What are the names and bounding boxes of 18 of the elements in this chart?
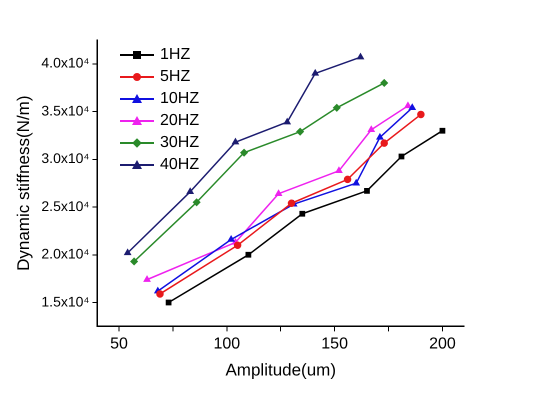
legend-label: 30HZ — [160, 134, 200, 152]
y-tick-label: 1.5x10⁴ — [41, 293, 90, 310]
y-tick-label: 4.0x10⁴ — [41, 54, 90, 71]
y-tick-label: 3.5x10⁴ — [41, 102, 90, 118]
x-tick-label: 200 — [429, 335, 456, 352]
legend-label: 40HZ — [160, 156, 200, 174]
x-axis-title: Amplitude(um) — [225, 360, 336, 380]
legend-label: 20HZ — [160, 112, 200, 130]
x-tick-label: 100 — [213, 335, 240, 352]
y-axis-title: Dynamic stiffness(N/m) — [14, 96, 33, 271]
legend-label: 5HZ — [160, 68, 190, 86]
y-tick-label: 2.5x10⁴ — [41, 198, 90, 214]
legend-label: 10HZ — [160, 90, 200, 108]
legend-label: 1HZ — [160, 46, 190, 64]
x-tick-label: 50 — [110, 335, 128, 352]
y-tick-label: 2.0x10⁴ — [41, 246, 90, 262]
y-tick-label: 3.0x10⁴ — [41, 150, 90, 166]
x-tick-label: 150 — [321, 335, 348, 352]
